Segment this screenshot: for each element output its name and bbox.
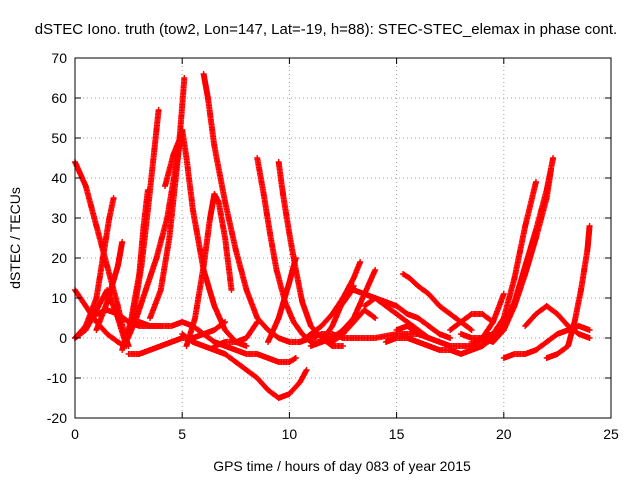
y-tick-label: -10 [47,370,67,386]
y-tick-label: 60 [51,90,67,106]
data-series-32 [447,311,497,333]
chart-title: dSTEC Iono. truth (tow2, Lon=147, Lat=-1… [35,21,617,38]
data-series-18 [211,319,261,349]
y-tick-label: 0 [59,330,67,346]
data-markers [179,331,310,401]
y-tick-label: 30 [51,210,67,226]
data-markers [329,307,379,345]
data-series-26 [329,307,379,345]
data-series-15 [200,71,314,345]
y-tick-label: 10 [51,290,67,306]
data-series-25 [307,331,421,341]
data-series-21 [265,255,299,345]
data-series-28 [361,295,454,341]
data-markers [361,295,454,341]
x-axis-label: GPS time / hours of day 083 of year 2015 [213,458,471,474]
data-markers [265,255,299,345]
x-tick-label: 20 [496,426,512,442]
y-tick-label: 40 [51,170,67,186]
data-markers [211,319,261,349]
x-tick-label: 0 [71,426,79,442]
y-tick-label: 70 [51,50,67,66]
y-tick-label: 20 [51,250,67,266]
axis-ticks: -20 -10 0 10 20 30 40 50 60 70 0 5 10 15 20 25 [47,50,619,442]
data-series-14 [183,191,235,349]
y-axis-label: dSTEC / TECUs [7,187,23,289]
data-series-38 [543,223,593,361]
data-markers [400,271,475,333]
y-tick-label: 50 [51,130,67,146]
x-tick-label: 5 [178,426,186,442]
x-tick-label: 25 [603,426,619,442]
data-markers [307,331,421,341]
data-markers [543,223,593,361]
x-tick-label: 15 [389,426,405,442]
plot-frame [74,57,612,419]
data-markers [479,167,554,345]
x-tick-label: 10 [282,426,298,442]
data-markers [183,191,235,349]
data-markers [447,311,497,333]
data-series-29 [400,271,475,333]
data-series-16 [179,331,310,401]
plot-data [72,71,593,401]
data-markers [200,71,314,345]
data-series-35 [479,167,554,345]
y-tick-label: -20 [47,410,67,426]
